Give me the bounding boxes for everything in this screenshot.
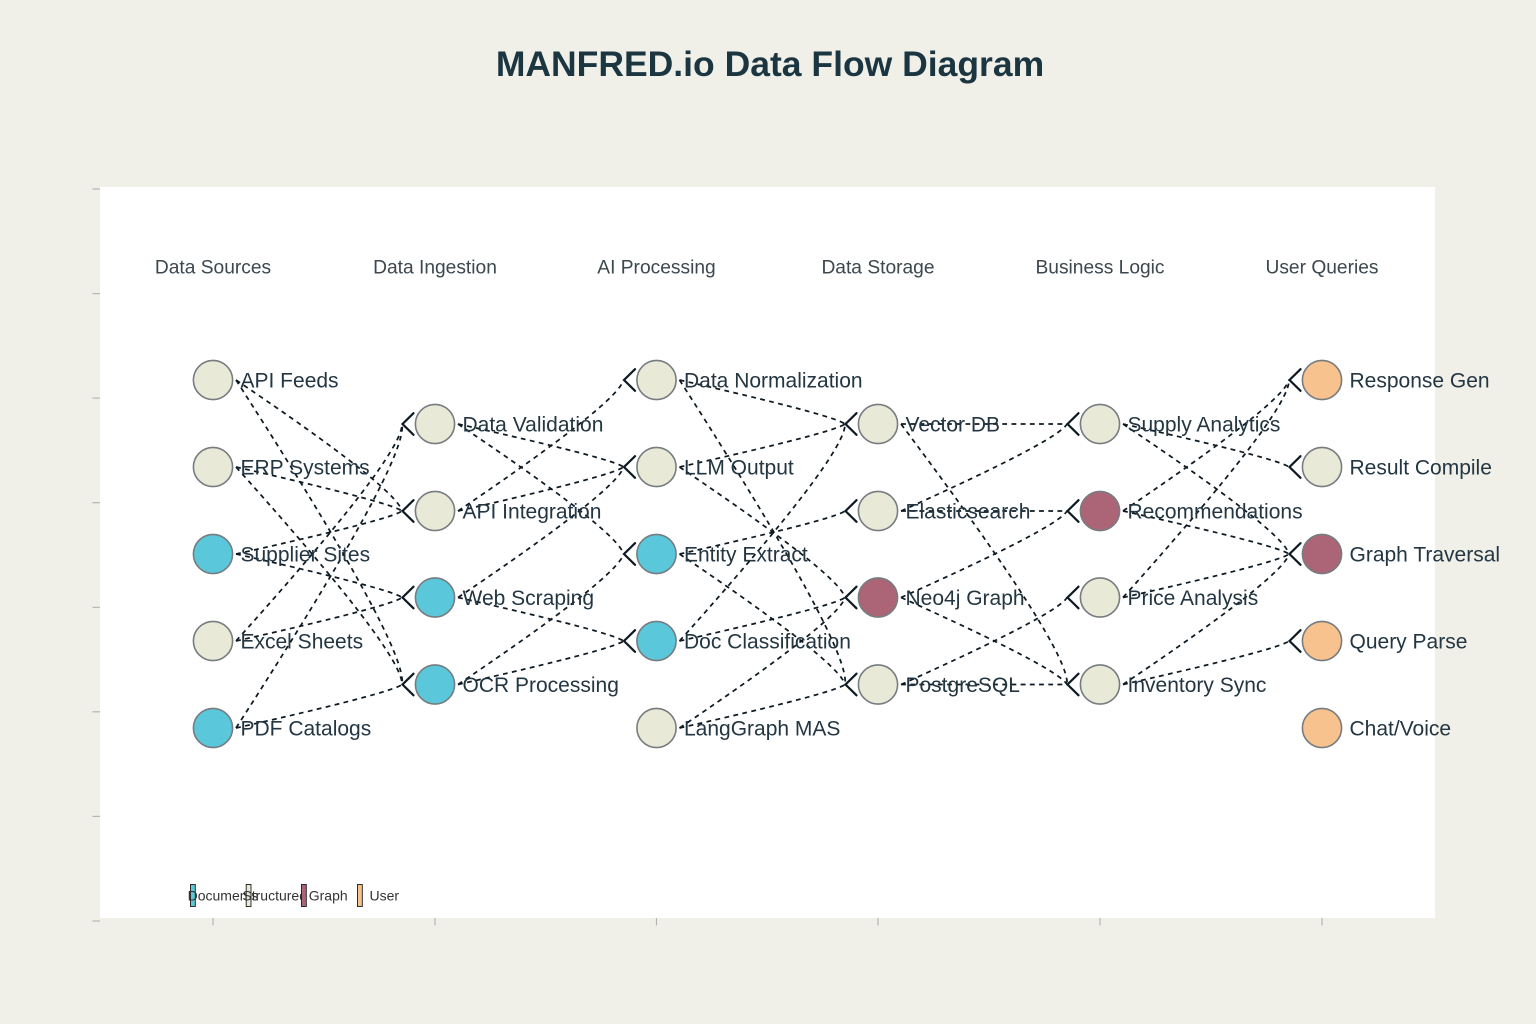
svg-text:Data Sources: Data Sources	[155, 258, 271, 279]
svg-text:MANFRED.io Data Flow Diagram: MANFRED.io Data Flow Diagram	[496, 44, 1044, 84]
svg-text:User Queries: User Queries	[1265, 258, 1378, 279]
svg-text:PostgreSQL: PostgreSQL	[906, 674, 1020, 697]
svg-text:LangGraph MAS: LangGraph MAS	[684, 717, 840, 740]
svg-text:OCR Processing: OCR Processing	[463, 674, 619, 697]
svg-text:Doc Classification: Doc Classification	[684, 630, 851, 653]
svg-text:Documents: Documents	[188, 888, 259, 904]
svg-text:Graph: Graph	[309, 888, 348, 904]
svg-text:Web Scraping: Web Scraping	[463, 587, 595, 610]
svg-text:Vector DB: Vector DB	[906, 413, 1001, 436]
svg-text:Result Compile: Result Compile	[1350, 456, 1492, 479]
svg-text:Chat/Voice: Chat/Voice	[1350, 717, 1452, 740]
svg-text:Excel Sheets: Excel Sheets	[241, 630, 364, 653]
svg-text:Neo4j Graph: Neo4j Graph	[906, 587, 1025, 610]
svg-text:API Feeds: API Feeds	[241, 369, 339, 392]
svg-text:Response Gen: Response Gen	[1350, 369, 1490, 392]
svg-text:Query Parse: Query Parse	[1350, 630, 1468, 653]
svg-text:Business Logic: Business Logic	[1035, 258, 1164, 279]
svg-text:Inventory Sync: Inventory Sync	[1128, 674, 1267, 697]
svg-text:Graph Traversal: Graph Traversal	[1350, 543, 1501, 566]
svg-text:API Integration: API Integration	[463, 500, 602, 523]
svg-text:Data Ingestion: Data Ingestion	[373, 258, 497, 279]
svg-text:Data Validation: Data Validation	[463, 413, 604, 436]
svg-text:Recommendations: Recommendations	[1128, 500, 1303, 523]
svg-text:Data Normalization: Data Normalization	[684, 369, 863, 392]
svg-text:Elasticsearch: Elasticsearch	[906, 500, 1031, 523]
svg-text:Price Analysis: Price Analysis	[1128, 587, 1259, 610]
svg-text:Entity Extract: Entity Extract	[684, 543, 808, 566]
svg-text:User: User	[370, 888, 400, 904]
svg-text:Data Storage: Data Storage	[821, 258, 934, 279]
svg-text:Supply Analytics: Supply Analytics	[1128, 413, 1281, 436]
svg-text:Supplier Sites: Supplier Sites	[241, 543, 371, 566]
svg-text:PDF Catalogs: PDF Catalogs	[241, 717, 372, 740]
svg-text:Structured: Structured	[242, 888, 307, 904]
svg-text:ERP Systems: ERP Systems	[241, 456, 370, 479]
svg-text:AI Processing: AI Processing	[597, 258, 715, 279]
svg-text:LLM Output: LLM Output	[684, 456, 794, 479]
